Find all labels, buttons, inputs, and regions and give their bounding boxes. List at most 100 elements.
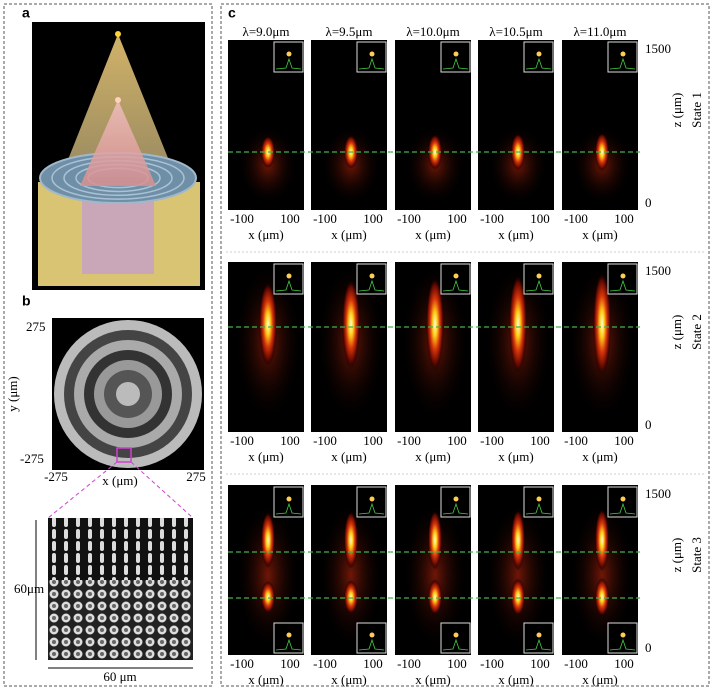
z-tick-label: 0 bbox=[645, 195, 652, 210]
x-axis-label: x (μm) bbox=[415, 227, 451, 242]
inset-dot bbox=[370, 633, 375, 638]
wavelength-label: λ=9.0μm bbox=[243, 24, 290, 39]
inset bbox=[357, 42, 386, 72]
inset bbox=[441, 42, 470, 72]
z-tick-label: 1500 bbox=[645, 263, 671, 278]
x-tick-label: -100 bbox=[313, 656, 337, 671]
zoom-pillars bbox=[48, 580, 193, 660]
focal-spot bbox=[595, 578, 609, 616]
x-tick-label: -100 bbox=[230, 433, 254, 448]
z-tick-label: 1500 bbox=[645, 486, 671, 501]
x-tick-label: 100 bbox=[614, 211, 634, 226]
x-axis-label: x (μm) bbox=[498, 227, 534, 242]
x-tick-label: 100 bbox=[614, 656, 634, 671]
x-tick-label: 100 bbox=[447, 211, 467, 226]
x-axis-label: x (μm) bbox=[582, 227, 618, 242]
focal-spot bbox=[595, 509, 609, 571]
x-tick-label: 100 bbox=[447, 656, 467, 671]
x-tick-label: 100 bbox=[280, 211, 300, 226]
x-tick-label: 275 bbox=[186, 469, 206, 484]
inset-dot bbox=[537, 274, 542, 279]
x-tick-label: 100 bbox=[363, 656, 383, 671]
state-label: State 1 bbox=[689, 92, 704, 128]
x-tick-label: -100 bbox=[480, 656, 504, 671]
zoom-line bbox=[131, 462, 193, 518]
inset-dot bbox=[454, 633, 459, 638]
x-tick-label: -100 bbox=[564, 211, 588, 226]
x-axis-label: x (μm) bbox=[498, 449, 534, 464]
inset-dot bbox=[454, 497, 459, 502]
inset bbox=[274, 623, 303, 653]
inset bbox=[608, 264, 637, 294]
inset bbox=[274, 42, 303, 72]
inset-dot bbox=[370, 497, 375, 502]
inset-dot bbox=[537, 52, 542, 57]
x-axis-label: x (μm) bbox=[248, 449, 284, 464]
x-axis-label: x (μm) bbox=[415, 672, 451, 687]
z-tick-label: 0 bbox=[645, 417, 652, 432]
focal-spot bbox=[261, 512, 275, 568]
x-tick-label: 100 bbox=[530, 433, 550, 448]
x-tick-label: 100 bbox=[614, 433, 634, 448]
panel-label: a bbox=[22, 5, 30, 21]
inset bbox=[357, 487, 386, 517]
x-tick-label: 100 bbox=[530, 211, 550, 226]
focal-spot bbox=[259, 282, 277, 366]
zoom-rods bbox=[48, 518, 193, 580]
x-tick-label: -100 bbox=[397, 656, 421, 671]
x-tick-label: -100 bbox=[230, 211, 254, 226]
z-axis-label: z (μm) bbox=[669, 93, 684, 128]
z-tick-label: 1500 bbox=[645, 41, 671, 56]
x-tick-label: 100 bbox=[280, 433, 300, 448]
inset bbox=[441, 264, 470, 294]
state-label: State 3 bbox=[689, 537, 704, 573]
content: ab275-275y (μm)-275x (μm)27560μm60 μmcλ=… bbox=[5, 5, 706, 687]
inset-dot bbox=[370, 274, 375, 279]
inset-dot bbox=[537, 633, 542, 638]
inset bbox=[608, 487, 637, 517]
x-axis-label: x (μm) bbox=[331, 227, 367, 242]
x-tick-label: -100 bbox=[230, 656, 254, 671]
z-axis-label: z (μm) bbox=[669, 315, 684, 350]
x-tick-label: -100 bbox=[564, 656, 588, 671]
focus-1 bbox=[115, 31, 121, 37]
panel-label: c bbox=[228, 5, 236, 21]
x-tick-label: 100 bbox=[363, 211, 383, 226]
inset-dot bbox=[621, 52, 626, 57]
focal-spot bbox=[511, 579, 525, 616]
inset bbox=[524, 487, 553, 517]
focal-spot bbox=[428, 510, 442, 569]
figure: ab275-275y (μm)-275x (μm)27560μm60 μmcλ=… bbox=[0, 0, 714, 690]
y-tick-label: -275 bbox=[20, 451, 44, 466]
x-tick-label: -100 bbox=[313, 211, 337, 226]
x-tick-label: -275 bbox=[44, 469, 68, 484]
inset bbox=[524, 623, 553, 653]
y-tick-label: 275 bbox=[26, 319, 46, 334]
inset bbox=[608, 42, 637, 72]
x-tick-label: -100 bbox=[397, 433, 421, 448]
inset-dot bbox=[287, 497, 292, 502]
x-tick-label: -100 bbox=[480, 433, 504, 448]
x-axis-label: x (μm) bbox=[415, 449, 451, 464]
focal-spot bbox=[344, 580, 358, 614]
x-axis-label: x (μm) bbox=[331, 449, 367, 464]
inset bbox=[441, 487, 470, 517]
dim-label: 60 μm bbox=[103, 669, 136, 684]
inset bbox=[524, 42, 553, 72]
wavelength-label: λ=9.5μm bbox=[326, 24, 373, 39]
inset-dot bbox=[287, 52, 292, 57]
inset-dot bbox=[621, 633, 626, 638]
inset-dot bbox=[287, 633, 292, 638]
x-tick-label: x (μm) bbox=[102, 473, 138, 488]
panel-label: b bbox=[22, 293, 31, 309]
inset bbox=[274, 264, 303, 294]
wavelength-label: λ=11.0μm bbox=[574, 24, 627, 39]
inset-dot bbox=[287, 274, 292, 279]
inset-dot bbox=[621, 497, 626, 502]
x-tick-label: -100 bbox=[313, 433, 337, 448]
x-tick-label: 100 bbox=[530, 656, 550, 671]
focal-spot bbox=[261, 581, 275, 613]
x-tick-label: -100 bbox=[480, 211, 504, 226]
inset bbox=[441, 623, 470, 653]
inset bbox=[524, 264, 553, 294]
